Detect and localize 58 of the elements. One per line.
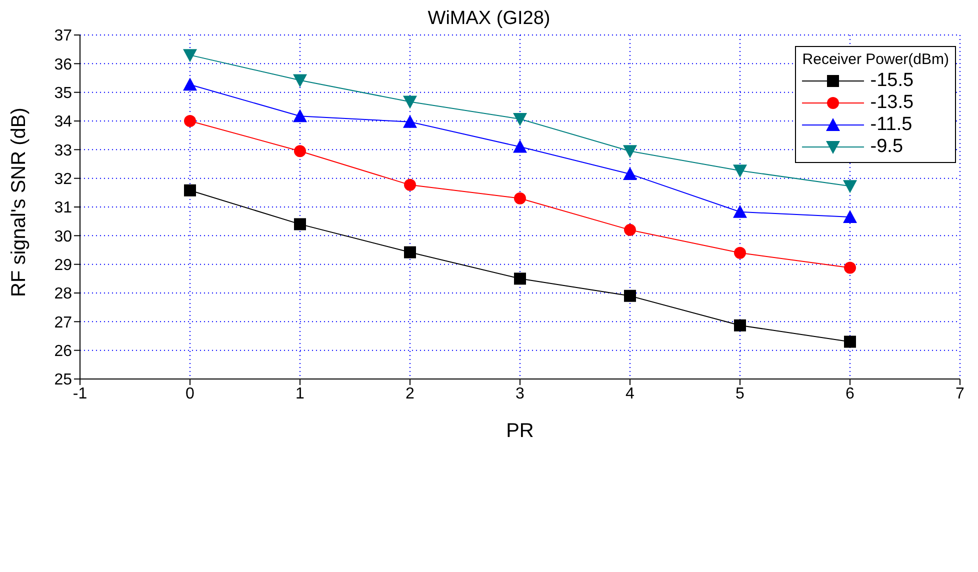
y-tick-label: 37 bbox=[54, 28, 72, 45]
y-tick-label: 26 bbox=[54, 343, 72, 360]
point bbox=[733, 164, 747, 178]
point bbox=[513, 140, 527, 153]
point bbox=[624, 224, 636, 236]
point bbox=[403, 114, 417, 128]
x-tick-label: 4 bbox=[626, 385, 635, 402]
x-axis-title: PR bbox=[506, 420, 534, 442]
point bbox=[293, 109, 307, 122]
y-tick-label: 35 bbox=[54, 85, 72, 102]
x-tick-label: 6 bbox=[846, 385, 855, 402]
point bbox=[184, 115, 196, 127]
x-tick-label: -1 bbox=[72, 385, 88, 402]
legend-label: -9.5 bbox=[870, 136, 904, 158]
x-tick-label: 5 bbox=[736, 385, 745, 402]
point bbox=[403, 96, 417, 109]
chart-title: WiMAX (GI28) bbox=[428, 8, 550, 29]
point bbox=[404, 178, 416, 191]
point bbox=[513, 112, 527, 126]
point bbox=[843, 210, 857, 224]
x-tick-label: 0 bbox=[186, 385, 195, 402]
point bbox=[404, 246, 416, 258]
point bbox=[183, 49, 197, 62]
point bbox=[184, 184, 196, 196]
y-tick-label: 31 bbox=[54, 200, 72, 217]
y-tick-label: 30 bbox=[54, 228, 72, 246]
y-tick-label: 36 bbox=[54, 56, 72, 74]
y-tick-label: 29 bbox=[54, 257, 72, 274]
x-tick-label: 1 bbox=[296, 385, 305, 402]
legend-label: -11.5 bbox=[870, 114, 912, 136]
point bbox=[293, 74, 307, 88]
point bbox=[624, 290, 636, 302]
legend-label: -15.5 bbox=[870, 70, 914, 92]
y-tick-label: 28 bbox=[54, 286, 72, 303]
legend-label: -13.5 bbox=[870, 92, 914, 114]
point bbox=[294, 218, 306, 230]
x-tick-label: 2 bbox=[406, 385, 415, 402]
y-axis-title: RF signal's SNR (dB) bbox=[8, 108, 30, 297]
point bbox=[623, 167, 637, 180]
point bbox=[514, 272, 526, 285]
point bbox=[734, 246, 746, 259]
x-tick-label: 3 bbox=[516, 385, 525, 402]
y-tick-label: 27 bbox=[54, 314, 72, 332]
point bbox=[733, 204, 747, 218]
point bbox=[844, 262, 856, 274]
y-tick-label: 32 bbox=[54, 171, 72, 188]
y-tick-label: 33 bbox=[54, 142, 72, 160]
legend-title: Receiver Power(dBm) bbox=[802, 51, 949, 68]
x-tick-label: 7 bbox=[956, 385, 965, 402]
point bbox=[183, 78, 197, 91]
y-tick-label: 25 bbox=[54, 372, 72, 389]
point bbox=[623, 145, 637, 158]
point bbox=[294, 145, 306, 158]
point bbox=[843, 180, 857, 194]
point bbox=[844, 336, 856, 348]
y-tick-label: 34 bbox=[54, 114, 72, 131]
point bbox=[514, 192, 526, 204]
point bbox=[734, 319, 746, 332]
